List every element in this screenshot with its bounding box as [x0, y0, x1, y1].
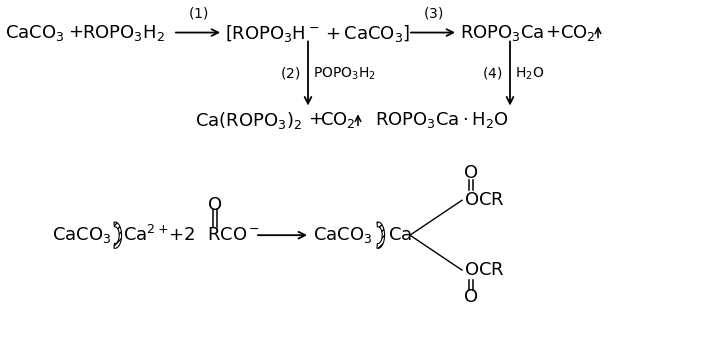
Text: $(1)$: $(1)$ [188, 5, 208, 21]
Text: $\mathrm{O}$: $\mathrm{O}$ [463, 164, 478, 182]
Text: $\mathrm{ROPO_3H_2}$: $\mathrm{ROPO_3H_2}$ [82, 23, 165, 42]
Text: $\mathrm{OCR}$: $\mathrm{OCR}$ [464, 261, 505, 279]
Text: $\mathrm{CaCO_3}$: $\mathrm{CaCO_3}$ [5, 23, 65, 42]
Polygon shape [377, 222, 385, 248]
Text: $\mathrm{POPO_3H_2}$: $\mathrm{POPO_3H_2}$ [313, 65, 376, 82]
Text: $+ 2$: $+ 2$ [168, 226, 195, 244]
Text: $\mathrm{O}$: $\mathrm{O}$ [208, 196, 223, 214]
Text: $\mathrm{Ca(ROPO_3)_2}$: $\mathrm{Ca(ROPO_3)_2}$ [195, 111, 302, 131]
Text: $\mathrm{Ca^{2+}}$: $\mathrm{Ca^{2+}}$ [123, 225, 168, 245]
Text: $\mathrm{H_2O}$: $\mathrm{H_2O}$ [515, 65, 544, 82]
Text: $\mathrm{CO_2}$: $\mathrm{CO_2}$ [320, 111, 356, 130]
Text: $+$: $+$ [68, 23, 83, 40]
Text: $\mathrm{OCR}$: $\mathrm{OCR}$ [464, 191, 505, 209]
Text: $\mathrm{ROPO_3Ca}$: $\mathrm{ROPO_3Ca}$ [460, 23, 544, 42]
Text: $\mathrm{RCO^-}$: $\mathrm{RCO^-}$ [207, 226, 260, 244]
Polygon shape [114, 222, 121, 248]
Text: $\mathrm{ROPO_3Ca \cdot H_2O}$: $\mathrm{ROPO_3Ca \cdot H_2O}$ [375, 111, 509, 130]
Text: $\mathrm{CaCO_3}$: $\mathrm{CaCO_3}$ [52, 225, 112, 245]
Text: $\mathrm{O}$: $\mathrm{O}$ [463, 288, 478, 306]
Text: $(2)$: $(2)$ [280, 65, 300, 82]
Text: $\mathrm{Ca}$: $\mathrm{Ca}$ [388, 226, 412, 244]
Text: $+$: $+$ [308, 111, 323, 128]
Text: $+$: $+$ [545, 23, 560, 40]
Text: $\mathrm{[ROPO_3H^- + CaCO_3]}$: $\mathrm{[ROPO_3H^- + CaCO_3]}$ [225, 23, 410, 43]
Text: $(4)$: $(4)$ [481, 65, 502, 82]
Text: $\mathrm{CaCO_3}$: $\mathrm{CaCO_3}$ [313, 225, 372, 245]
Text: $(3)$: $(3)$ [423, 5, 443, 21]
Text: $\mathrm{CO_2}$: $\mathrm{CO_2}$ [560, 23, 595, 42]
